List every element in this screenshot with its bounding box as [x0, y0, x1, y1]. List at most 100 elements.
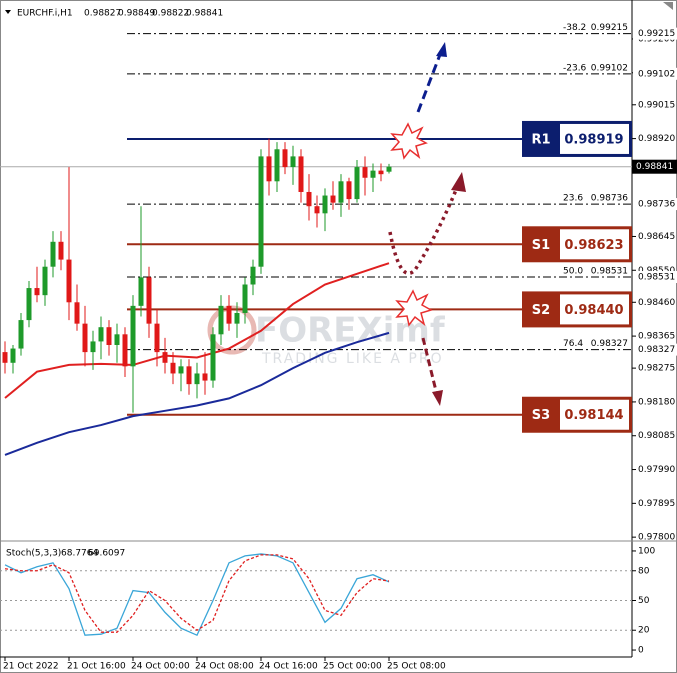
stoch-tick-label: 80	[638, 566, 650, 576]
candle-body	[282, 149, 288, 168]
corner-icon[interactable]	[663, 2, 673, 10]
stoch-main-value: 68.7764	[61, 549, 98, 559]
candle-body	[26, 288, 32, 321]
y-tick-label: 0.98550	[638, 266, 675, 276]
y-tick-label: 0.98085	[638, 431, 675, 441]
ohlc-low: 0.98822	[152, 9, 189, 19]
price-tag-label: 0.98841	[636, 162, 673, 172]
fib-level: -23.6	[563, 63, 587, 73]
burst-icon	[395, 289, 433, 327]
ohlc-close: 0.98841	[186, 9, 223, 19]
candle-body	[346, 181, 352, 200]
fib-axis-label: 0.99215	[638, 29, 675, 39]
stoch-tick-label: 20	[638, 626, 650, 636]
candle-body	[274, 149, 280, 182]
fib-price: 0.98531	[591, 267, 628, 277]
candle-body	[138, 277, 144, 306]
fib-axis-tag	[633, 198, 677, 211]
candle-body	[82, 323, 88, 353]
level-value-box	[560, 229, 629, 260]
moving-average	[4, 331, 390, 456]
x-tick-label: 25 Oct 00:00	[323, 662, 382, 672]
y-tick-label: 0.98275	[638, 364, 675, 374]
candle-body	[130, 305, 136, 367]
y-tick-label: 0.99015	[638, 100, 675, 110]
candle-body	[378, 170, 384, 175]
fib-level: 23.6	[563, 194, 583, 204]
candle-body	[2, 352, 8, 363]
stoch-title: Stoch(5,3,3)	[6, 549, 61, 559]
candle-body	[10, 348, 16, 363]
candle-body	[146, 277, 152, 324]
level-value-box	[560, 123, 629, 154]
menu-triangle[interactable]	[5, 10, 11, 14]
candle-body	[186, 366, 192, 385]
candle-body	[338, 181, 344, 203]
plot-layer: 0.992000.991050.990150.989200.986450.985…	[0, 23, 677, 672]
candle-body	[258, 156, 264, 267]
fib-price: 0.98327	[591, 339, 628, 349]
fib-level: 50.0	[563, 267, 583, 277]
level-value: 0.98919	[564, 132, 623, 147]
fib-level: -38.2	[563, 23, 586, 33]
x-tick-label: 21 Oct 2022	[3, 662, 59, 672]
y-tick-label: 0.98365	[638, 332, 675, 342]
candle-body	[290, 156, 296, 168]
y-tick-label: 0.97990	[638, 465, 675, 475]
x-tick-label: 24 Oct 08:00	[195, 662, 254, 672]
arrow-head	[432, 390, 443, 406]
x-tick-label: 25 Oct 08:00	[387, 662, 446, 672]
level-name: S3	[532, 408, 550, 423]
y-tick-label: 0.97895	[638, 499, 675, 509]
stoch-signal-value: 69.6097	[88, 549, 125, 559]
arrow-head	[436, 42, 447, 57]
level-value-box	[560, 399, 629, 430]
candle-body	[266, 156, 272, 182]
candle-body	[306, 191, 312, 207]
burst-icon	[390, 122, 428, 160]
x-tick-label: 24 Oct 00:00	[131, 662, 190, 672]
candle-body	[250, 266, 256, 285]
candle-body	[330, 195, 336, 203]
fib-axis-tag	[633, 343, 677, 356]
fib-axis-label: 0.98327	[638, 345, 675, 355]
candle-body	[210, 334, 216, 381]
stoch-line	[4, 553, 390, 637]
candle-body	[154, 323, 160, 353]
arrow-down	[421, 337, 439, 396]
y-tick-label: 0.98180	[638, 397, 675, 407]
candle-body	[354, 167, 360, 200]
level-name: S1	[532, 238, 550, 253]
ohlc-open: 0.98827	[84, 9, 121, 19]
candle-body	[370, 170, 376, 178]
y-tick-label: 0.98645	[638, 232, 675, 242]
fib-axis-label: 0.98736	[638, 200, 675, 210]
level-value: 0.98440	[564, 303, 623, 318]
fib-price: 0.99215	[591, 23, 628, 33]
candle-body	[98, 327, 104, 342]
moving-average	[4, 262, 390, 399]
candle-body	[34, 288, 40, 296]
stoch-line	[4, 554, 390, 633]
candle-body	[106, 327, 112, 345]
candle-body	[194, 373, 200, 385]
candle-body	[202, 373, 208, 381]
level-value: 0.98144	[564, 408, 623, 423]
fib-axis-tag	[633, 271, 677, 284]
fib-axis-label: 0.98531	[638, 273, 675, 283]
fib-axis-tag	[633, 67, 677, 80]
candle-body	[178, 366, 184, 374]
y-tick-label: 0.98460	[638, 298, 675, 308]
stoch-tick-label: 0	[638, 646, 644, 656]
candle-body	[74, 302, 80, 324]
annotations	[388, 42, 466, 406]
watermark-logo	[207, 305, 257, 355]
candle-body	[42, 266, 48, 296]
x-tick-label: 24 Oct 16:00	[259, 662, 318, 672]
candle-body	[298, 156, 304, 192]
fib-axis-label: 0.99102	[638, 69, 675, 79]
fib-level: 76.4	[563, 339, 583, 349]
candle-body	[314, 206, 320, 214]
